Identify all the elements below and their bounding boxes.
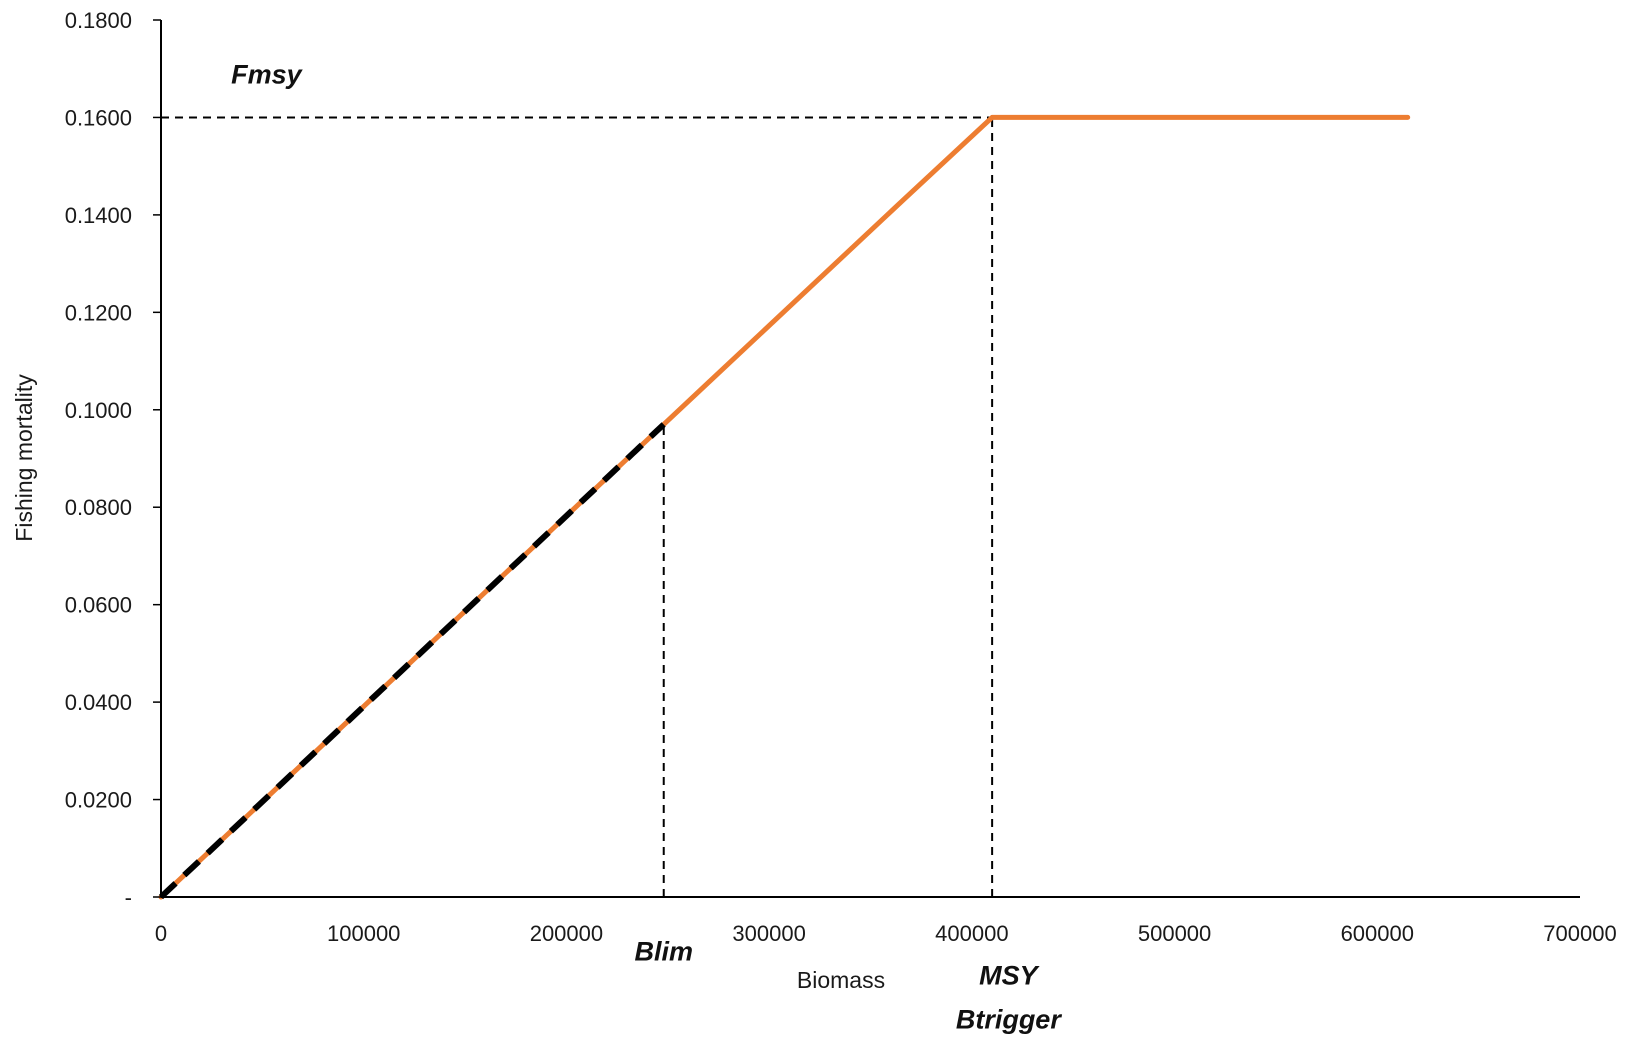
annotation-fmsy: Fmsy <box>231 59 304 89</box>
axes <box>160 20 1580 898</box>
annotation-msy: MSY <box>979 961 1041 991</box>
x-tick-label: 600000 <box>1341 921 1414 946</box>
x-tick-label: 100000 <box>327 921 400 946</box>
reference-lines <box>161 116 994 897</box>
y-tick-label: 0.0200 <box>65 788 132 813</box>
y-tick-label: 0.1600 <box>65 105 132 130</box>
y-tick-label: 0.1200 <box>65 300 132 325</box>
x-tick-labels: 0 100000 200000 300000 400000 500000 600000 700… <box>155 921 1617 946</box>
y-tick-label: 0.1000 <box>65 398 132 423</box>
y-tick-label: 0.0400 <box>65 690 132 715</box>
series-lines <box>158 114 1411 900</box>
x-tick-label: 400000 <box>935 921 1008 946</box>
annotation-btrigger: Btrigger <box>956 1005 1063 1035</box>
x-tick-label: 300000 <box>732 921 805 946</box>
annotations: Fmsy Blim MSY Btrigger <box>231 59 1062 1034</box>
x-axis-title: Biomass <box>797 967 885 993</box>
y-tick-label: 0.0800 <box>65 495 132 520</box>
y-tick-label: 0.0600 <box>65 593 132 618</box>
x-tick-label: 200000 <box>530 921 603 946</box>
x-tick-label: 700000 <box>1543 921 1616 946</box>
y-tick-label: - <box>125 885 132 910</box>
y-tick-label: 0.1400 <box>65 203 132 228</box>
x-tick-label: 500000 <box>1138 921 1211 946</box>
y-tick-labels: - 0.0200 0.0400 0.0600 0.0800 0.1000 0.1200 0.1… <box>65 8 161 910</box>
y-tick-label: 0.1800 <box>65 8 132 33</box>
x-tick-label: 0 <box>155 921 167 946</box>
y-axis-title: Fishing mortality <box>11 374 37 542</box>
dashed-series-line <box>158 422 666 900</box>
annotation-blim: Blim <box>634 936 693 966</box>
harvest-control-rule-line <box>158 114 1411 900</box>
